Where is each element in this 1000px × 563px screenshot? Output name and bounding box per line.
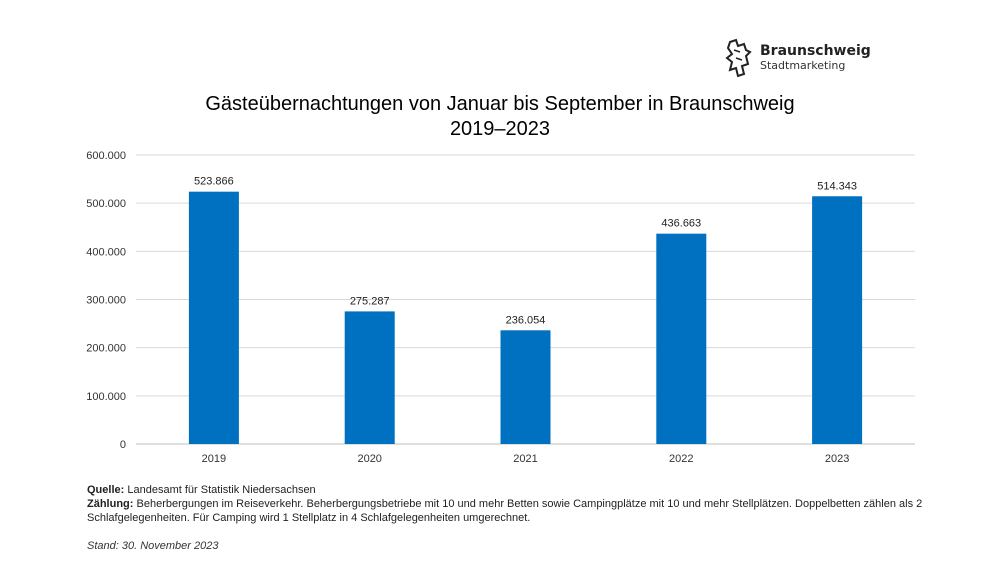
lion-crest-icon — [725, 38, 752, 78]
bar-2023 — [812, 196, 863, 444]
x-tick-label: 2020 — [357, 453, 381, 465]
logo-name: Braunschweig — [760, 43, 871, 59]
data-label: 436.663 — [661, 218, 701, 230]
y-tick-label: 400.000 — [86, 246, 126, 258]
bar-2019 — [188, 191, 239, 444]
count-label: Zählung: — [87, 498, 134, 510]
x-tick-label: 2022 — [669, 453, 693, 465]
chart-subtitle: 2019–2023 — [450, 118, 550, 140]
y-tick-label: 600.000 — [86, 150, 126, 162]
stand-date: Stand: 30. November 2023 — [87, 540, 219, 552]
chart-title: Gästeübernachtungen von Januar bis Septe… — [205, 93, 794, 115]
source-text: Landesamt für Statistik Niedersachsen — [127, 484, 316, 496]
x-tick-label: 2019 — [202, 453, 226, 465]
data-label: 523.866 — [194, 176, 234, 188]
count-text: Beherbergungen im Reiseverkehr. Beherber… — [87, 498, 923, 524]
data-label: 275.287 — [350, 295, 390, 307]
bar-2020 — [344, 311, 395, 444]
logo: Braunschweig Stadtmarketing — [724, 38, 871, 78]
chart-notes: Quelle: Landesamt für Statistik Niedersa… — [87, 483, 967, 525]
y-tick-label: 200.000 — [86, 343, 126, 355]
x-tick-label: 2021 — [513, 453, 537, 465]
data-label: 236.054 — [506, 314, 546, 326]
x-tick-label: 2023 — [825, 453, 849, 465]
y-tick-label: 500.000 — [86, 198, 126, 210]
bar-2021 — [500, 330, 551, 444]
logo-subtitle: Stadtmarketing — [760, 59, 846, 72]
bar-chart: Gästeübernachtungen von Januar bis Septe… — [86, 93, 915, 465]
data-label: 514.343 — [817, 180, 857, 192]
y-tick-label: 100.000 — [86, 391, 126, 403]
bar-2022 — [656, 233, 707, 444]
y-tick-label: 300.000 — [86, 295, 126, 307]
source-label: Quelle: — [87, 484, 125, 496]
y-tick-label: 0 — [120, 439, 126, 451]
